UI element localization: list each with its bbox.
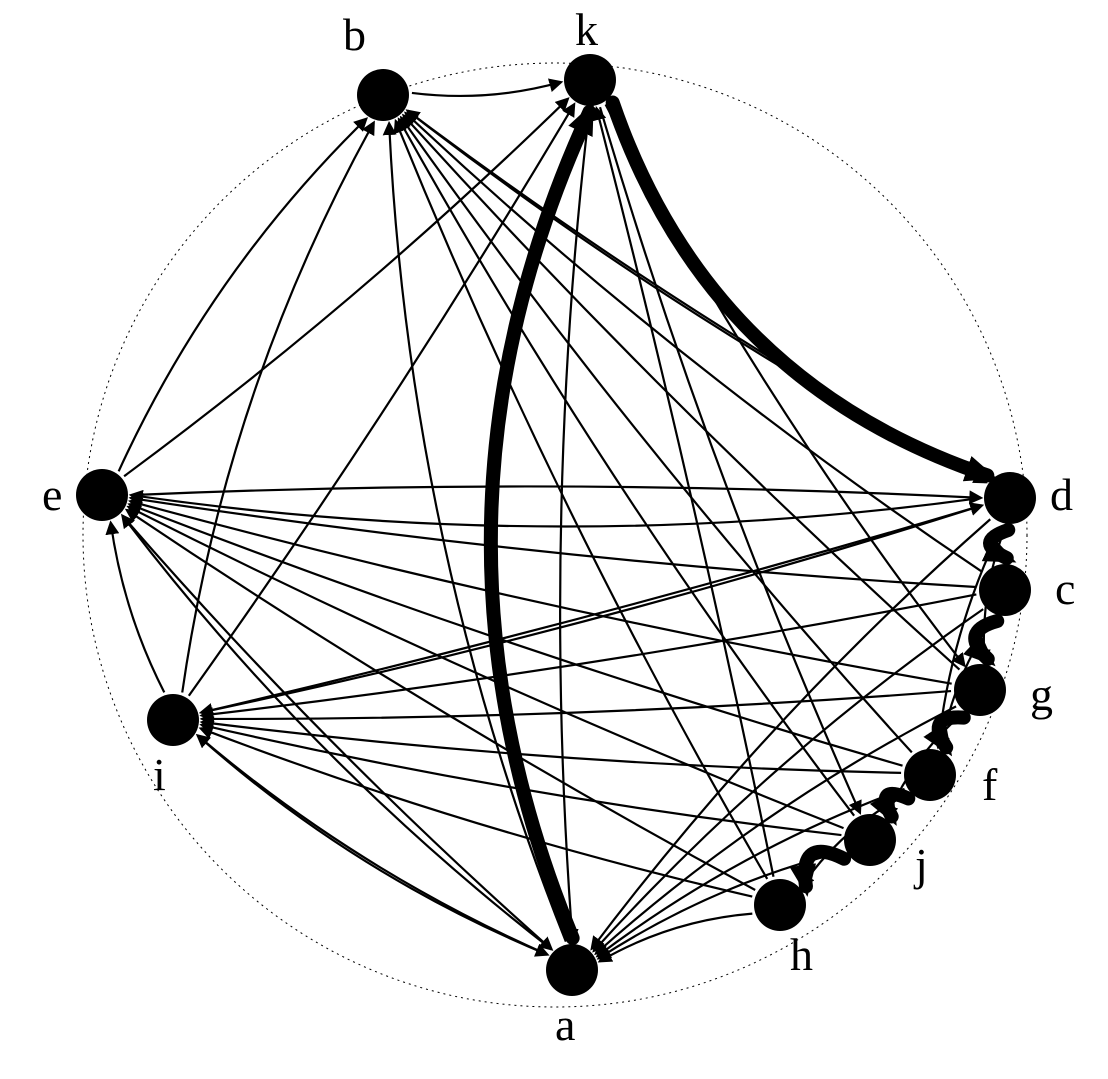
label-b: b [343, 9, 366, 60]
label-c: c [1055, 563, 1075, 614]
node-a [546, 944, 598, 996]
edge-i-d [201, 505, 982, 712]
label-a: a [555, 999, 575, 1050]
thick-edge-g-f [939, 717, 964, 747]
edge-i-e [111, 523, 165, 693]
label-h: h [790, 929, 813, 980]
label-g: g [1030, 669, 1053, 720]
node-c [979, 564, 1031, 616]
thick-edge-c-g [975, 621, 997, 659]
node-i [147, 694, 199, 746]
thick-edge-k-d [613, 103, 988, 476]
node-h [754, 879, 806, 931]
edge-d-i [201, 505, 982, 712]
node-e [76, 469, 128, 521]
thick-edge-j-h [805, 852, 844, 887]
thick-edge-f-j [886, 794, 908, 817]
edge-a-i [198, 735, 548, 954]
node-f [904, 749, 956, 801]
edge-g-i [202, 691, 951, 719]
node-b [357, 69, 409, 121]
node-k [564, 54, 616, 106]
node-g [954, 664, 1006, 716]
edge-i-a [198, 735, 548, 954]
edge-e-d [131, 486, 981, 497]
node-j [844, 814, 896, 866]
edge-h-e [127, 510, 755, 890]
edge-i-b [182, 122, 374, 692]
node-d [984, 472, 1036, 524]
label-d: d [1050, 469, 1073, 520]
label-e: e [42, 469, 62, 520]
label-f: f [982, 759, 998, 810]
label-j: j [913, 839, 928, 890]
label-i: i [153, 749, 166, 800]
edge-b-k [412, 82, 561, 96]
label-k: k [575, 4, 598, 55]
edge-e-b [119, 119, 367, 472]
edge-k-j [600, 107, 860, 813]
network-diagram: b k dc gf j h a i e [0, 0, 1108, 1079]
edge-d-e [131, 495, 981, 526]
